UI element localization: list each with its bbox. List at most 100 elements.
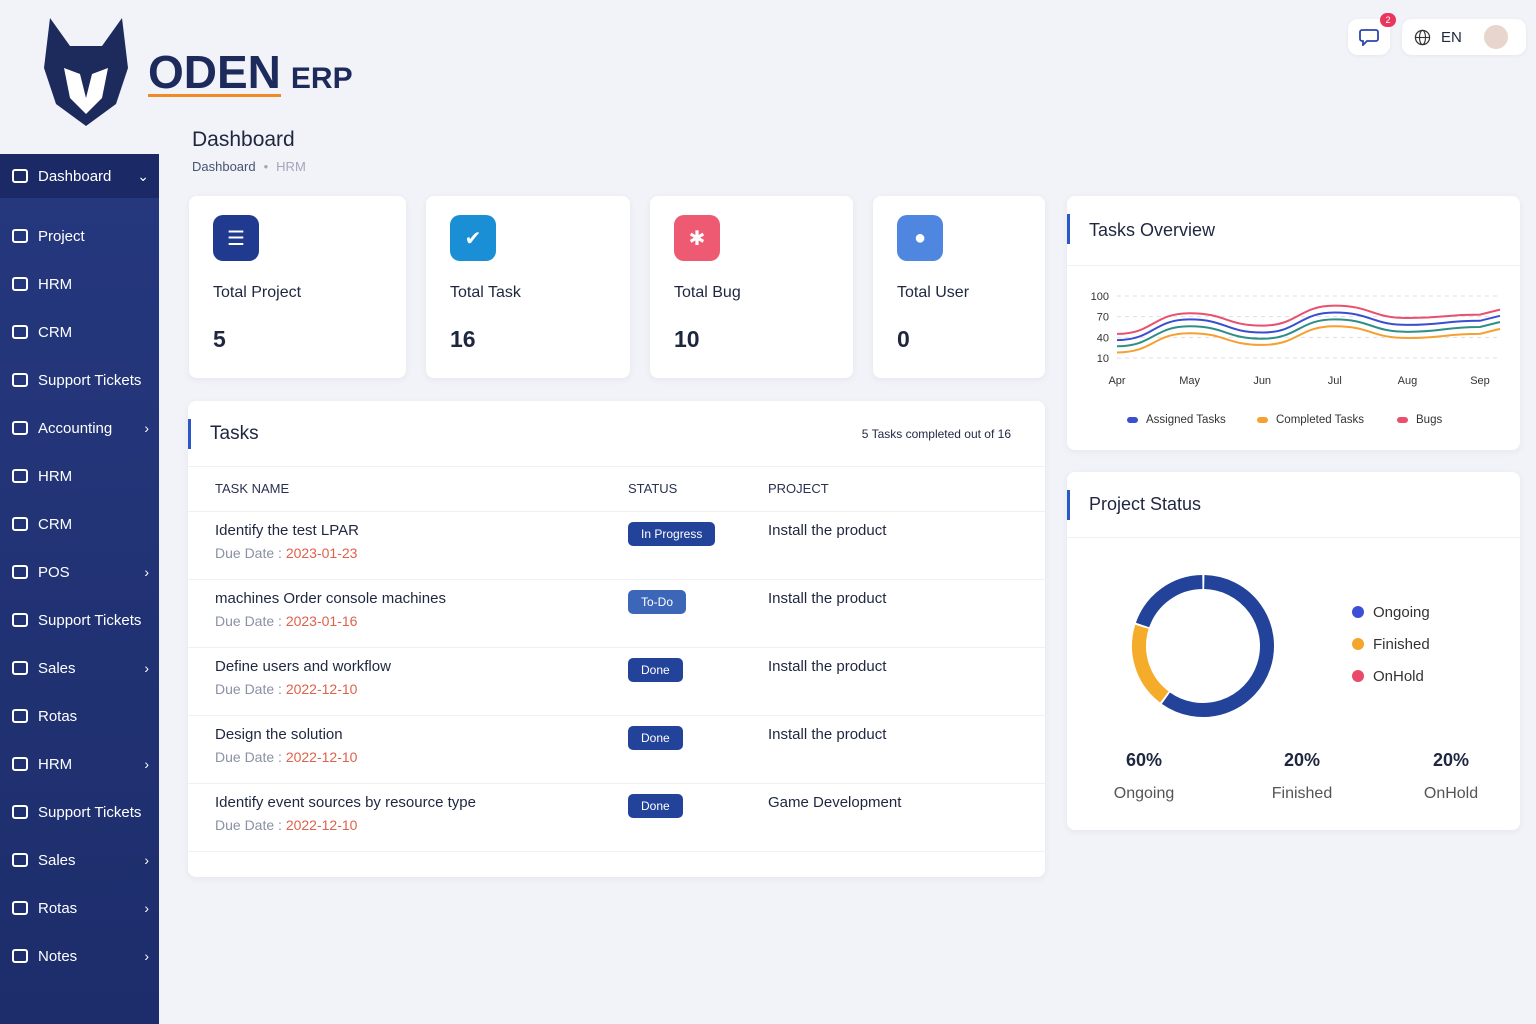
- x-tick-label: Sep: [1470, 375, 1490, 387]
- sidebar-item-support-tickets[interactable]: Support Tickets: [0, 788, 159, 836]
- menu-icon: [12, 709, 28, 723]
- user-avatar[interactable]: [1483, 25, 1508, 49]
- col-project: PROJECT: [768, 467, 1045, 512]
- y-tick-label: 100: [1091, 291, 1109, 303]
- stat-card-total-bug[interactable]: ✱ Total Bug 10: [650, 196, 853, 378]
- sidebar-item-crm[interactable]: CRM: [0, 500, 159, 548]
- chevron-icon: ›: [144, 564, 149, 580]
- menu-icon: [12, 805, 28, 819]
- task-name: machines Order console machines: [215, 589, 446, 607]
- slice-percent: 20%: [1433, 750, 1469, 770]
- sidebar-item-label: HRM: [38, 275, 73, 293]
- due-date: 2023-01-23: [285, 544, 358, 561]
- globe-icon: [1414, 29, 1431, 45]
- menu-icon: [12, 565, 28, 579]
- sidebar-item-sales[interactable]: Sales ›: [0, 644, 159, 692]
- sidebar-item-label: Support Tickets: [38, 611, 142, 629]
- sidebar-item-hrm[interactable]: HRM ›: [0, 740, 159, 788]
- breadcrumb-item[interactable]: Dashboard: [192, 159, 256, 174]
- series-line: [1116, 325, 1501, 354]
- table-row[interactable]: Identify the test LPAR Due Date : 2023-01…: [188, 511, 1045, 580]
- notifications-button[interactable]: 2: [1348, 13, 1396, 55]
- y-tick-label: 40: [1097, 332, 1109, 344]
- due-date: 2023-01-16: [285, 612, 358, 629]
- tasks-overview-chart: 10 40 70 100 Apr May Jun Jul Aug Sep Assigned Task…: [1091, 291, 1501, 426]
- tasks-table: TASK NAME STATUS PROJECT Identify the test…: [188, 467, 1045, 852]
- user-icon: ●: [897, 215, 943, 261]
- stat-card-total-project[interactable]: ☰ Total Project 5: [189, 196, 406, 378]
- table-row[interactable]: machines Order console machines Due Date …: [188, 579, 1045, 648]
- sidebar-item-crm[interactable]: CRM: [0, 308, 159, 356]
- bug-icon: ✱: [674, 215, 720, 261]
- table-row[interactable]: Identify event sources by resource type D…: [188, 783, 1045, 852]
- sidebar-item-dashboard[interactable]: Dashboard ⌄: [0, 154, 159, 198]
- sidebar-item-label: HRM: [38, 755, 73, 773]
- tasks-title: Tasks: [210, 422, 259, 444]
- sidebar-item-label: Sales: [38, 851, 76, 869]
- sidebar-item-label: Project: [38, 227, 85, 245]
- legend-marker: [1397, 417, 1408, 423]
- sidebar-item-rotas[interactable]: Rotas ›: [0, 884, 159, 932]
- series-line: [1116, 311, 1501, 342]
- due-date: 2022-12-10: [285, 680, 358, 697]
- due-label: Due Date :: [215, 680, 286, 697]
- project-status-chart: Ongoing Finished OnHold 60% Ongoing 20% Finish…: [1114, 575, 1478, 802]
- menu-icon: [12, 517, 28, 531]
- menu-icon: [12, 325, 28, 339]
- breadcrumb-item: HRM: [276, 159, 306, 174]
- sidebar-item-label: Rotas: [38, 707, 78, 725]
- chevron-icon: ⌄: [137, 167, 149, 184]
- x-tick-label: May: [1179, 375, 1200, 387]
- stat-label: Total Bug: [674, 284, 741, 301]
- chevron-icon: ›: [144, 900, 149, 916]
- task-name: Define users and workflow: [215, 657, 391, 675]
- language-label: EN: [1441, 28, 1462, 46]
- stat-value: 16: [450, 326, 476, 352]
- status-badge: To-Do: [628, 589, 687, 614]
- tasks-overview-card: Tasks Overview 10 40 70 100 Apr May Jun Jul Aug S…: [1067, 196, 1520, 450]
- breadcrumb: Dashboard • HRM: [192, 159, 306, 174]
- project-name: Install the product: [768, 647, 1045, 716]
- sidebar-item-rotas[interactable]: Rotas: [0, 692, 159, 740]
- x-tick-label: Aug: [1398, 375, 1418, 387]
- check-icon: ✔: [450, 215, 496, 261]
- project-name: Game Development: [768, 783, 1045, 852]
- sidebar-item-hrm[interactable]: HRM: [0, 260, 159, 308]
- menu-icon: [12, 469, 28, 483]
- x-tick-label: Jul: [1328, 375, 1342, 387]
- sidebar-item-support-tickets[interactable]: Support Tickets: [0, 356, 159, 404]
- menu-icon: [12, 373, 28, 387]
- chevron-icon: ›: [144, 420, 149, 436]
- menu-icon: [12, 901, 28, 915]
- slice-percent: 60%: [1126, 750, 1162, 770]
- sidebar-item-project[interactable]: Project: [0, 212, 159, 260]
- sidebar-item-accounting[interactable]: Accounting ›: [0, 404, 159, 452]
- sidebar-item-sales[interactable]: Sales ›: [0, 836, 159, 884]
- y-tick-label: 10: [1097, 353, 1109, 365]
- stat-card-total-task[interactable]: ✔ Total Task 16: [426, 196, 630, 378]
- donut-slice: [1161, 575, 1274, 717]
- legend-marker: [1127, 417, 1138, 423]
- wolf-logo-icon: [44, 18, 128, 126]
- language-selector[interactable]: EN: [1402, 19, 1526, 55]
- table-row[interactable]: Define users and workflow Due Date : 2022…: [188, 647, 1045, 716]
- sidebar-item-label: Accounting: [38, 419, 113, 437]
- project-name: Install the product: [768, 511, 1045, 580]
- due-label: Due Date :: [215, 612, 286, 629]
- stat-card-total-user[interactable]: ● Total User 0: [873, 196, 1045, 378]
- table-row[interactable]: Design the solution Due Date : 2022-12-10…: [188, 715, 1045, 784]
- logo: ODEN ERP: [40, 18, 353, 128]
- menu-icon: [12, 949, 28, 963]
- tasks-card: Tasks 5 Tasks completed out of 16 TASK N…: [188, 401, 1045, 877]
- sidebar-item-support-tickets[interactable]: Support Tickets: [0, 596, 159, 644]
- sidebar-item-pos[interactable]: POS ›: [0, 548, 159, 596]
- sidebar-item-label: HRM: [38, 467, 73, 485]
- stat-value: 5: [213, 326, 226, 352]
- legend-dot: [1352, 670, 1364, 682]
- sidebar-item-hrm[interactable]: HRM: [0, 452, 159, 500]
- sidebar-item-notes[interactable]: Notes ›: [0, 932, 159, 980]
- status-badge: Done: [628, 657, 683, 682]
- chat-icon: [1359, 29, 1379, 46]
- legend-dot: [1352, 638, 1364, 650]
- task-name: Identify event sources by resource type: [215, 793, 476, 811]
